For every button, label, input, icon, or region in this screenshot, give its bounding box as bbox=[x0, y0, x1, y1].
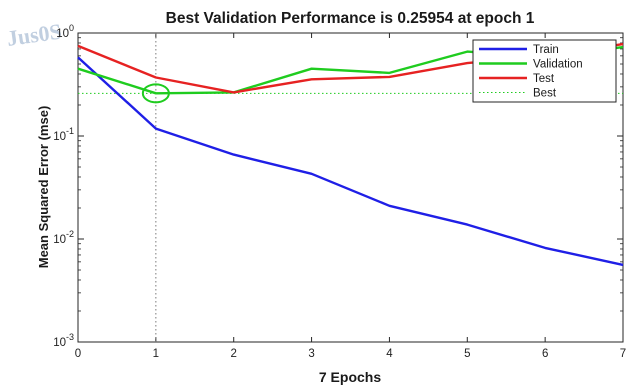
x-tick-label: 3 bbox=[308, 348, 314, 360]
x-tick-label: 1 bbox=[153, 348, 159, 360]
plot-area-border bbox=[77, 32, 624, 343]
legend: Train Validation Test Best bbox=[472, 39, 617, 103]
legend-label-validation: Validation bbox=[533, 59, 583, 71]
x-tick-label: 5 bbox=[464, 348, 470, 360]
legend-label-train: Train bbox=[533, 44, 559, 56]
y-tick-label: 100 bbox=[56, 23, 74, 40]
x-tick-label: 0 bbox=[75, 348, 81, 360]
x-tick-label: 4 bbox=[386, 348, 393, 360]
x-axis-label: 7 Epochs bbox=[319, 369, 381, 385]
x-tick-label: 7 bbox=[620, 348, 626, 360]
y-tick-label: 10-1 bbox=[53, 126, 74, 143]
legend-label-test: Test bbox=[533, 73, 555, 85]
x-tick-label: 6 bbox=[542, 348, 548, 360]
series-line-train bbox=[77, 56, 624, 267]
y-tick-label: 10-3 bbox=[53, 332, 74, 349]
legend-label-best: Best bbox=[533, 88, 557, 100]
x-tick-label: 2 bbox=[231, 348, 237, 360]
legend-box bbox=[472, 39, 617, 103]
y-tick-label: 10-2 bbox=[53, 229, 74, 246]
y-axis-label: Mean Squared Error (mse) bbox=[36, 106, 51, 269]
chart-title: Best Validation Performance is 0.25954 a… bbox=[166, 10, 535, 27]
best-point-marker bbox=[141, 83, 170, 104]
watermark: Jus0S bbox=[5, 19, 63, 51]
